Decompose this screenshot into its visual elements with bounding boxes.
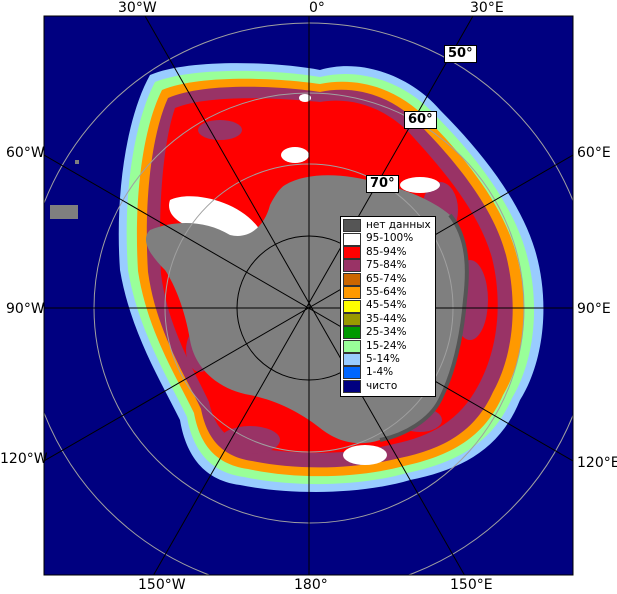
legend-item: 35-44%	[343, 313, 433, 326]
legend-item: 95-100%	[343, 232, 433, 246]
lon-label-60w: 60°W	[6, 145, 45, 161]
legend-label: 75-84%	[366, 259, 407, 272]
lon-label-30w: 30°W	[118, 0, 157, 16]
legend-swatch	[343, 232, 361, 246]
legend-swatch	[343, 312, 361, 326]
ice-patch	[343, 445, 387, 465]
legend-item: 85-94%	[343, 246, 433, 259]
legend-label: 95-100%	[366, 232, 414, 245]
legend-label: нет данных	[366, 219, 431, 231]
lon-label-180: 180°	[294, 577, 328, 593]
ice-patch	[169, 196, 260, 240]
legend-item: 1-4%	[343, 366, 433, 380]
legend-item: нет данных	[343, 219, 433, 233]
legend-item: 75-84%	[343, 259, 433, 273]
ice-patch	[198, 120, 242, 140]
legend-swatch	[343, 272, 361, 286]
legend-swatch	[343, 353, 361, 367]
legend-swatch	[343, 366, 361, 380]
lon-label-90w: 90°W	[6, 301, 45, 317]
legend-item: 65-74%	[343, 273, 433, 286]
lat-label-70: 70°	[366, 175, 399, 193]
legend-label: 5-14%	[366, 352, 400, 365]
legend-item: 5-14%	[343, 352, 433, 367]
legend-label: 65-74%	[366, 272, 407, 285]
lat-label-50: 50°	[444, 45, 477, 63]
legend: нет данных 95-100% 85-94% 75-84% 65-74% 55-64…	[340, 216, 436, 398]
legend-label: 15-24%	[366, 339, 407, 352]
map-frame	[43, 15, 574, 576]
legend-swatch	[343, 379, 361, 393]
legend-item: 55-64%	[343, 285, 433, 300]
lon-label-150w: 150°W	[138, 577, 186, 593]
legend-item: 25-34%	[343, 326, 433, 340]
legend-swatch	[343, 219, 361, 233]
legend-item: чисто	[343, 380, 433, 393]
lon-label-150e: 150°E	[450, 577, 493, 593]
no-data-fringe	[379, 213, 469, 442]
ice-patch	[281, 147, 309, 163]
legend-label: чисто	[366, 379, 398, 392]
legend-swatch	[343, 326, 361, 340]
lon-label-0: 0°	[309, 0, 325, 16]
legend-label: 85-94%	[366, 245, 407, 258]
lon-label-60e: 60°E	[577, 145, 611, 161]
legend-label: 25-34%	[366, 326, 407, 339]
legend-label: 1-4%	[366, 366, 394, 379]
legend-item: 45-54%	[343, 299, 433, 313]
lon-label-120e: 120°E	[577, 455, 617, 471]
lat-label-60: 60°	[404, 111, 437, 129]
lon-label-90e: 90°E	[577, 301, 611, 317]
legend-label: 45-54%	[366, 299, 407, 312]
legend-label: 35-44%	[366, 312, 407, 325]
island	[50, 205, 78, 219]
legend-swatch	[343, 259, 361, 273]
legend-swatch	[343, 339, 361, 353]
ice-patch	[299, 94, 311, 102]
legend-swatch	[343, 299, 361, 313]
legend-swatch	[343, 245, 361, 259]
legend-label: 55-64%	[366, 285, 407, 298]
lon-label-30e: 30°E	[470, 0, 504, 16]
ice-patch	[220, 426, 280, 454]
lon-label-120w: 120°W	[0, 451, 48, 467]
ice-patch	[400, 177, 440, 193]
island	[75, 160, 79, 164]
legend-swatch	[343, 286, 361, 300]
legend-item: 15-24%	[343, 340, 433, 353]
